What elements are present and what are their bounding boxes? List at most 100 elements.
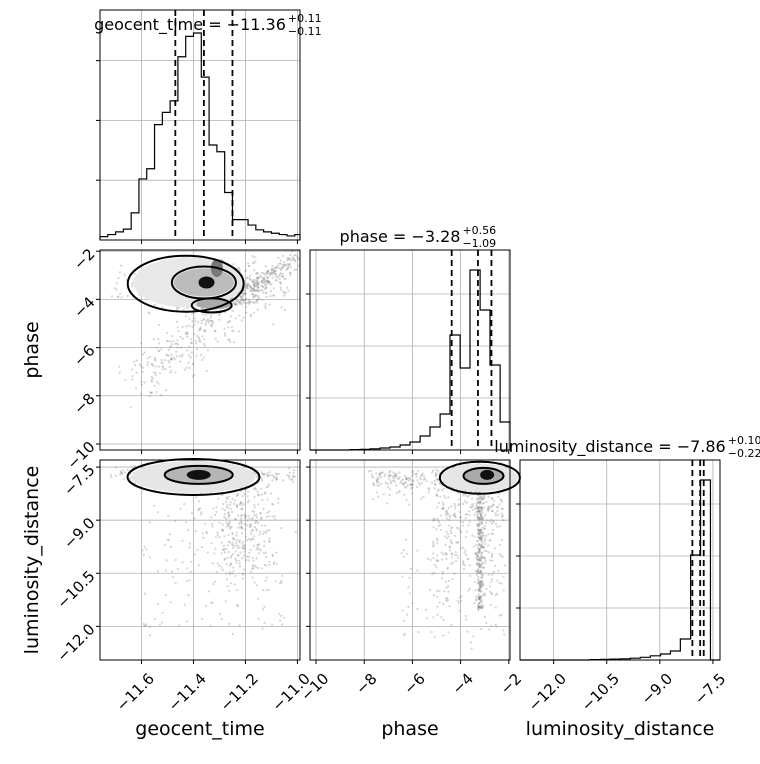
sample-point xyxy=(478,598,481,601)
sample-point xyxy=(249,277,252,281)
sample-point xyxy=(441,570,444,574)
sample-point xyxy=(255,548,258,551)
sample-point xyxy=(249,548,252,552)
sample-point xyxy=(201,313,204,316)
sample-point xyxy=(479,581,482,584)
sample-point xyxy=(264,291,268,294)
sample-point xyxy=(494,512,497,515)
sample-point xyxy=(252,262,255,265)
sample-point xyxy=(268,303,271,306)
sample-point xyxy=(478,517,482,521)
sample-point xyxy=(288,476,291,479)
sample-point xyxy=(160,358,163,361)
diag-panel-bg xyxy=(310,250,510,450)
sample-point xyxy=(259,511,262,515)
sample-point xyxy=(280,306,283,309)
sample-point xyxy=(480,607,483,610)
sample-point xyxy=(478,596,481,600)
sample-point xyxy=(250,532,253,535)
sample-point xyxy=(148,556,151,559)
sample-point xyxy=(434,473,437,476)
sample-point xyxy=(434,475,437,478)
sample-point xyxy=(200,546,204,549)
sample-point xyxy=(273,269,276,272)
sample-point xyxy=(266,270,269,273)
sample-point xyxy=(121,472,124,475)
sample-point xyxy=(481,606,484,610)
sample-point xyxy=(238,314,241,317)
sample-point xyxy=(380,482,383,485)
sample-point xyxy=(476,562,479,565)
y-tick-label: −4 xyxy=(70,293,98,321)
sample-point xyxy=(212,583,215,586)
sample-point xyxy=(436,537,439,540)
sample-point xyxy=(436,613,439,617)
sample-point xyxy=(225,563,228,566)
sample-point xyxy=(475,595,478,598)
sample-point xyxy=(479,627,482,631)
sample-point xyxy=(239,295,243,298)
sample-point xyxy=(483,592,486,595)
x-tick-labels-phase: −10 −8 −6 −4 −2 xyxy=(297,670,525,705)
sample-point xyxy=(462,563,465,566)
sample-point xyxy=(228,541,231,544)
sample-point xyxy=(478,565,481,569)
sample-point xyxy=(275,266,278,269)
sample-point xyxy=(163,543,166,547)
sample-point xyxy=(479,571,482,574)
sample-point xyxy=(191,312,194,315)
sample-point xyxy=(442,553,445,556)
sample-point xyxy=(216,562,220,565)
sample-point xyxy=(436,539,439,542)
sample-point xyxy=(157,337,160,340)
sample-point xyxy=(476,539,479,543)
sample-point xyxy=(260,276,263,279)
sample-point xyxy=(269,274,272,277)
sample-point xyxy=(439,523,442,527)
sample-point xyxy=(394,475,397,478)
sample-point xyxy=(481,583,484,586)
sample-point xyxy=(267,529,270,532)
sample-point xyxy=(450,527,453,530)
sample-point xyxy=(282,479,285,482)
sample-point xyxy=(230,572,234,575)
sample-point xyxy=(480,515,483,518)
sample-point xyxy=(478,529,481,532)
sample-point xyxy=(216,340,219,343)
sample-point xyxy=(209,316,212,319)
sample-point xyxy=(442,634,445,637)
sample-point xyxy=(251,293,254,296)
sample-point xyxy=(481,582,485,585)
sample-point xyxy=(422,495,425,498)
sample-point xyxy=(241,299,244,302)
sample-point xyxy=(280,614,283,618)
sample-point xyxy=(274,275,277,278)
sample-point xyxy=(247,302,251,305)
sample-point xyxy=(264,524,267,527)
sample-point xyxy=(249,274,252,278)
y-tick-label: −7.5 xyxy=(60,461,98,499)
sample-point xyxy=(485,587,488,590)
sample-point xyxy=(185,325,188,328)
sample-point xyxy=(393,480,396,483)
sample-point xyxy=(166,538,169,541)
sample-point xyxy=(226,497,229,500)
sample-point xyxy=(406,613,409,616)
sample-point xyxy=(405,477,408,481)
sample-point xyxy=(382,493,385,496)
sample-point xyxy=(186,349,189,352)
sample-point xyxy=(175,342,178,345)
sample-point xyxy=(284,277,287,280)
sample-point xyxy=(173,358,177,361)
sample-point xyxy=(437,559,440,563)
sample-point xyxy=(291,250,294,253)
y-axis-label-luminosity_distance: luminosity_distance xyxy=(21,466,43,655)
sample-point xyxy=(263,540,266,543)
sample-point xyxy=(260,471,263,474)
sample-point xyxy=(376,479,379,482)
sample-point xyxy=(479,588,482,591)
sample-point xyxy=(251,564,254,567)
sample-point xyxy=(477,494,480,497)
sample-point xyxy=(411,602,414,605)
sample-point xyxy=(478,548,481,551)
